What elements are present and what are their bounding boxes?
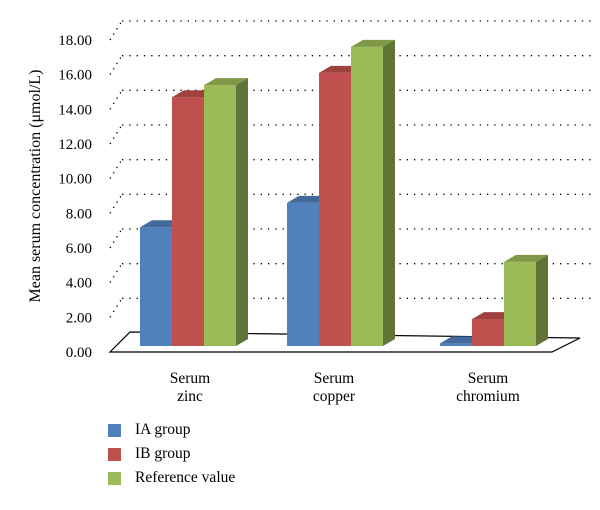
bar-2-2 [504, 261, 536, 346]
y-tick-label-3: 6.00 [66, 241, 92, 257]
bar-2-0 [204, 85, 236, 347]
y-tick-label-5: 10.00 [58, 172, 92, 188]
gridline-tick-6 [109, 124, 123, 145]
bar-0-1 [287, 202, 319, 346]
bar-side-2-2 [536, 254, 548, 346]
gridline-tick-9 [109, 20, 123, 41]
category-label-copper: Serum copper [312, 370, 356, 405]
y-tick-label-8: 16.00 [58, 68, 92, 84]
category-label-chromium: Serum chromium [456, 370, 520, 405]
legend: IA group IB group Reference value [108, 418, 235, 490]
y-axis-title: Mean serum concentration (μmol/L) [27, 70, 44, 303]
gridline-tick-1 [109, 297, 123, 318]
y-tick-label-9: 18.00 [58, 33, 92, 49]
legend-swatch-ib [108, 447, 121, 461]
legend-label-ib: IB group [135, 445, 191, 462]
legend-item-ia: IA group [108, 418, 235, 442]
legend-swatch-ia [108, 423, 121, 437]
gridline-tick-3 [109, 228, 123, 249]
legend-label-ia: IA group [135, 421, 191, 438]
y-tick-label-2: 4.00 [66, 276, 92, 292]
bar-side-2-0 [236, 78, 248, 347]
y-tick-label-7: 14.00 [58, 102, 92, 118]
legend-label-reference: Reference value [135, 469, 236, 486]
bar-1-0 [172, 97, 204, 346]
y-tick-label-4: 8.00 [66, 206, 92, 222]
legend-item-reference: Reference value [108, 466, 235, 490]
bar-top-2-1 [351, 39, 395, 47]
legend-item-ib: IB group [108, 442, 235, 466]
gridline-tick-2 [109, 263, 123, 284]
gridline-tick-7 [109, 89, 123, 110]
y-tick-label-1: 2.00 [66, 310, 92, 326]
bar-top-2-0 [204, 78, 248, 86]
y-tick-label-6: 12.00 [58, 137, 92, 153]
bar-1-2 [472, 319, 504, 346]
bar-side-2-1 [383, 39, 395, 346]
category-label-zinc: Serum zinc [169, 370, 211, 405]
bar-0-0 [140, 227, 172, 346]
bar-chart: 0.00 2.00 4.00 6.00 8.00 10.00 12.00 14.00 16.00… [27, 20, 595, 361]
bar-top-2-2 [504, 254, 548, 262]
y-tick-label-0: 0.00 [66, 345, 92, 361]
bar-0-2 [440, 343, 472, 346]
gridline-tick-8 [109, 55, 123, 76]
bar-1-1 [319, 72, 351, 346]
bar-2-1 [351, 46, 383, 346]
legend-swatch-reference [108, 471, 121, 485]
gridline-tick-5 [109, 159, 123, 180]
gridline-tick-4 [109, 193, 123, 214]
